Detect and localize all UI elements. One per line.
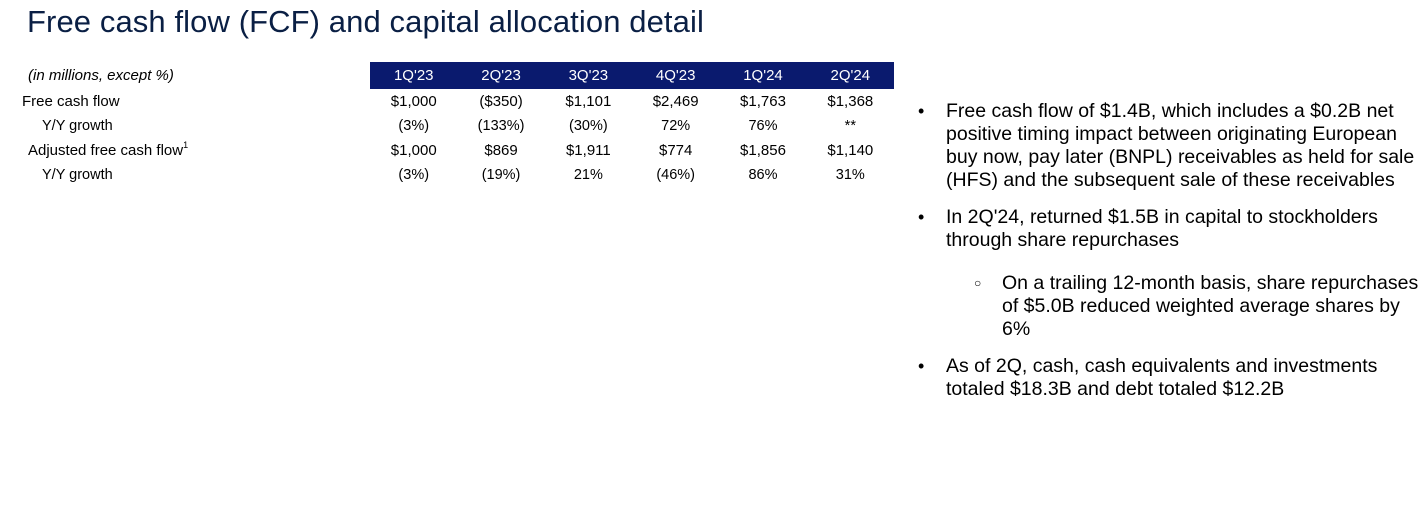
table-cell: $1,140 [827, 141, 874, 159]
row-label-text: Adjusted free cash flow [28, 141, 184, 159]
row-label-text: Y/Y growth [42, 166, 113, 183]
table-row-adj-fcf-yy-growth: Y/Y growth (3%) (19%) 21% (46%) 86% 31% [18, 163, 894, 188]
table-cell: (19%) [481, 166, 521, 183]
table-cell: 76% [748, 117, 778, 134]
table-cell: 86% [748, 166, 778, 183]
table-cell: $1,763 [740, 92, 786, 110]
table-cell: $1,368 [827, 92, 874, 110]
table-cell: (30%) [569, 117, 608, 134]
bullet-text: On a trailing 12-month basis, share repu… [1002, 272, 1419, 340]
column-header-1q24: 1Q'24 [719, 62, 807, 89]
table-cell: $774 [658, 141, 693, 159]
footnote-marker: 1 [183, 139, 189, 150]
row-label-text: Free cash flow [22, 92, 120, 110]
row-label: Y/Y growth [18, 163, 370, 188]
column-header-1q23: 1Q'23 [370, 62, 458, 89]
table-row-free-cash-flow: Free cash flow $1,000 ($350) $1,101 $2,4… [18, 89, 894, 114]
table-row-adjusted-free-cash-flow: Adjusted free cash flow1 $1,000 $869 $1,… [18, 138, 894, 163]
column-header-2q23: 2Q'23 [457, 62, 545, 89]
row-label: Y/Y growth [18, 114, 370, 139]
bullet-cash-and-debt: • As of 2Q, cash, cash equivalents and i… [914, 355, 1419, 401]
table-cell: 72% [661, 117, 691, 134]
column-header-4q23: 4Q'23 [632, 62, 720, 89]
row-label: Free cash flow [18, 89, 370, 114]
sub-bullet-share-reduction: ○ On a trailing 12-month basis, share re… [914, 272, 1419, 341]
table-cell: $1,101 [565, 92, 612, 110]
table-cell: ($350) [479, 92, 523, 110]
table-cell: (3%) [398, 117, 430, 134]
table-cell: $2,469 [652, 92, 699, 110]
bullet-text: As of 2Q, cash, cash equivalents and inv… [946, 355, 1378, 400]
page-title: Free cash flow (FCF) and capital allocat… [27, 4, 704, 39]
table-cell: 21% [573, 166, 603, 183]
table-cell: (133%) [477, 117, 525, 134]
sub-bullet-marker: ○ [974, 276, 982, 290]
row-label-text: Y/Y growth [42, 117, 113, 134]
table-header-row: (in millions, except %) 1Q'23 2Q'23 3Q'2… [18, 62, 894, 89]
table-cell: $1,000 [390, 141, 437, 159]
bullet-marker: • [918, 207, 925, 227]
column-header-2q24: 2Q'24 [806, 62, 894, 89]
table-cell: 31% [835, 166, 865, 183]
table-row-fcf-yy-growth: Y/Y growth (3%) (133%) (30%) 72% 76% ** [18, 114, 894, 139]
bullet-fcf-summary: • Free cash flow of $1.4B, which include… [914, 100, 1419, 192]
table-cell: $1,911 [565, 141, 611, 159]
bullet-marker: • [918, 101, 925, 121]
fcf-table: (in millions, except %) 1Q'23 2Q'23 3Q'2… [18, 62, 894, 187]
table-cell: ** [844, 117, 856, 134]
row-label: Adjusted free cash flow1 [18, 138, 370, 163]
table-cell: (3%) [398, 166, 430, 183]
commentary-bullets: • Free cash flow of $1.4B, which include… [914, 100, 1419, 415]
bullet-text: Free cash flow of $1.4B, which includes … [946, 100, 1415, 191]
bullet-text: In 2Q'24, returned $1.5B in capital to s… [946, 206, 1378, 251]
table-cell: $869 [484, 141, 518, 159]
column-header-3q23: 3Q'23 [544, 62, 633, 89]
table-cell: $1,856 [740, 141, 786, 159]
table-cell: (46%) [656, 166, 696, 183]
table-cell: $1,000 [390, 92, 437, 110]
bullet-marker: • [918, 356, 925, 376]
bullet-capital-returned: • In 2Q'24, returned $1.5B in capital to… [914, 206, 1419, 252]
units-label: (in millions, except %) [18, 62, 371, 89]
